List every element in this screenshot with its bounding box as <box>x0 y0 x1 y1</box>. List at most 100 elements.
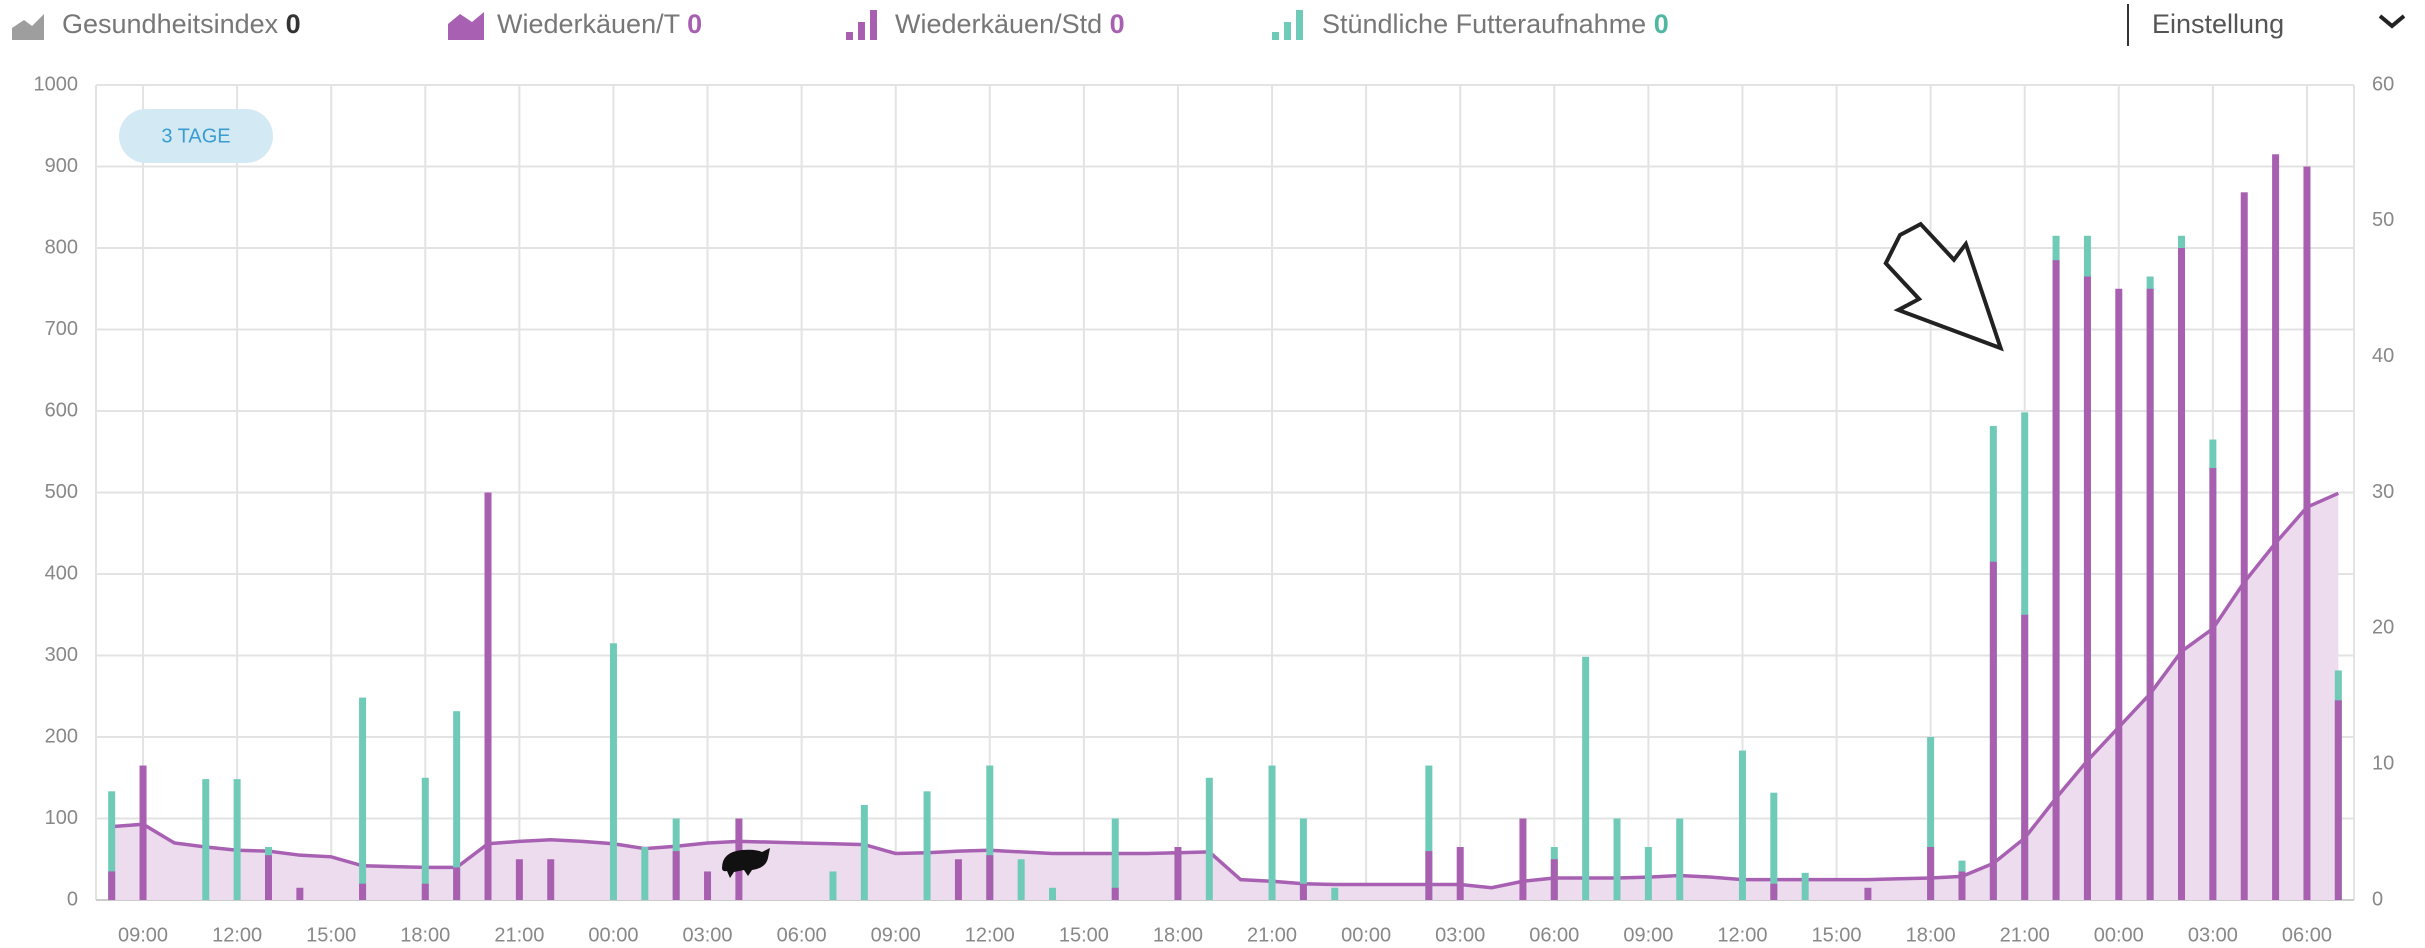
bar <box>139 765 147 900</box>
x-tick-label: 12:00 <box>212 924 262 946</box>
legend-icon <box>1272 10 1303 40</box>
bar <box>704 871 712 900</box>
y-tick-label: 600 <box>45 399 78 421</box>
bar <box>1770 792 1778 900</box>
bar <box>1958 871 1966 900</box>
bar <box>1676 818 1684 900</box>
bar <box>233 779 241 900</box>
y2-tick-label: 10 <box>2372 752 2394 774</box>
bar <box>1738 750 1746 900</box>
x-tick-label: 00:00 <box>1341 924 1391 946</box>
y-tick-label: 1000 <box>34 73 79 95</box>
bar <box>108 791 116 900</box>
dropdown-chevron[interactable] <box>2378 14 2406 29</box>
bar <box>453 711 461 900</box>
x-tick-label: 00:00 <box>2094 924 2144 946</box>
bar <box>2334 700 2342 900</box>
bar <box>672 851 680 900</box>
bar <box>1770 883 1778 900</box>
x-tick-label: 06:00 <box>1529 924 1579 946</box>
x-tick-label: 06:00 <box>777 924 827 946</box>
bar <box>1299 883 1307 900</box>
bar <box>359 883 367 900</box>
y2-tick-label: 20 <box>2372 617 2394 639</box>
y-tick-label: 400 <box>45 562 78 584</box>
y2-tick-label: 60 <box>2372 73 2394 95</box>
range-button-label[interactable]: 3 TAGE <box>161 125 230 147</box>
bar <box>1582 656 1590 900</box>
x-tick-label: 06:00 <box>2282 924 2332 946</box>
x-tick-label: 15:00 <box>306 924 356 946</box>
bar <box>1017 859 1025 900</box>
bar <box>296 887 304 900</box>
bar <box>1174 847 1182 900</box>
x-tick-label: 18:00 <box>1153 924 1203 946</box>
legend-icon <box>448 12 484 40</box>
y2-tick-label: 0 <box>2372 888 2383 910</box>
legend-label: Stündliche Futteraufnahme <box>1322 9 1646 39</box>
animal-icon <box>722 848 770 878</box>
bar <box>202 779 210 900</box>
x-tick-label: 09:00 <box>871 924 921 946</box>
bar <box>1550 859 1558 900</box>
bar <box>547 859 555 900</box>
area-line <box>111 491 2340 890</box>
x-tick-label: 18:00 <box>400 924 450 946</box>
y2-tick-label: 40 <box>2372 345 2394 367</box>
y-tick-label: 500 <box>45 481 78 503</box>
x-tick-label: 00:00 <box>588 924 638 946</box>
x-tick-label: 21:00 <box>2000 924 2050 946</box>
y2-tick-label: 50 <box>2372 209 2394 231</box>
bar <box>1299 818 1307 900</box>
y2-tick-label: 30 <box>2372 481 2394 503</box>
bar <box>1268 765 1276 900</box>
bar <box>1927 737 1935 900</box>
legend-icon <box>12 14 44 40</box>
bar <box>1049 887 1057 900</box>
bar <box>2146 288 2154 900</box>
bar <box>641 847 649 900</box>
bar <box>954 859 962 900</box>
bar <box>1927 847 1935 900</box>
bar <box>108 871 116 900</box>
bar <box>2272 154 2280 900</box>
bar <box>359 697 367 900</box>
legend-count: 0 <box>286 9 301 39</box>
legend-icon <box>846 10 877 40</box>
bar <box>484 492 492 900</box>
bar <box>1989 561 1997 900</box>
bar <box>1425 851 1433 900</box>
y-tick-label: 800 <box>45 236 78 258</box>
bar <box>453 867 461 900</box>
legend-label: Wiederkäuen/T <box>497 9 680 39</box>
x-tick-label: 18:00 <box>1906 924 1956 946</box>
range-button[interactable] <box>119 109 273 163</box>
bar <box>421 883 429 900</box>
bar <box>2115 288 2123 900</box>
bar <box>1644 847 1652 900</box>
bar <box>1111 887 1119 900</box>
bar <box>829 871 837 900</box>
y-tick-label: 700 <box>45 318 78 340</box>
bar <box>2021 614 2029 900</box>
bar <box>2178 248 2186 900</box>
x-tick-label: 21:00 <box>1247 924 1297 946</box>
bar <box>986 855 994 900</box>
x-tick-label: 03:00 <box>2188 924 2238 946</box>
legend-count: 0 <box>687 9 702 39</box>
bar <box>1425 765 1433 900</box>
bar <box>2052 260 2060 901</box>
bar <box>515 859 523 900</box>
x-tick-label: 03:00 <box>683 924 733 946</box>
y-tick-label: 100 <box>45 807 78 829</box>
legend-label: Wiederkäuen/Std <box>895 9 1102 39</box>
settings-dropdown[interactable]: Einstellung <box>2152 9 2284 39</box>
bar <box>1111 818 1119 900</box>
bar <box>1519 818 1527 900</box>
y-tick-label: 0 <box>67 888 78 910</box>
bar <box>2240 192 2248 900</box>
x-tick-label: 09:00 <box>1623 924 1673 946</box>
bar <box>923 791 931 900</box>
legend-entry: Wiederkäuen/T 0 <box>497 9 702 39</box>
legend-label: Gesundheitsindex <box>62 9 279 39</box>
